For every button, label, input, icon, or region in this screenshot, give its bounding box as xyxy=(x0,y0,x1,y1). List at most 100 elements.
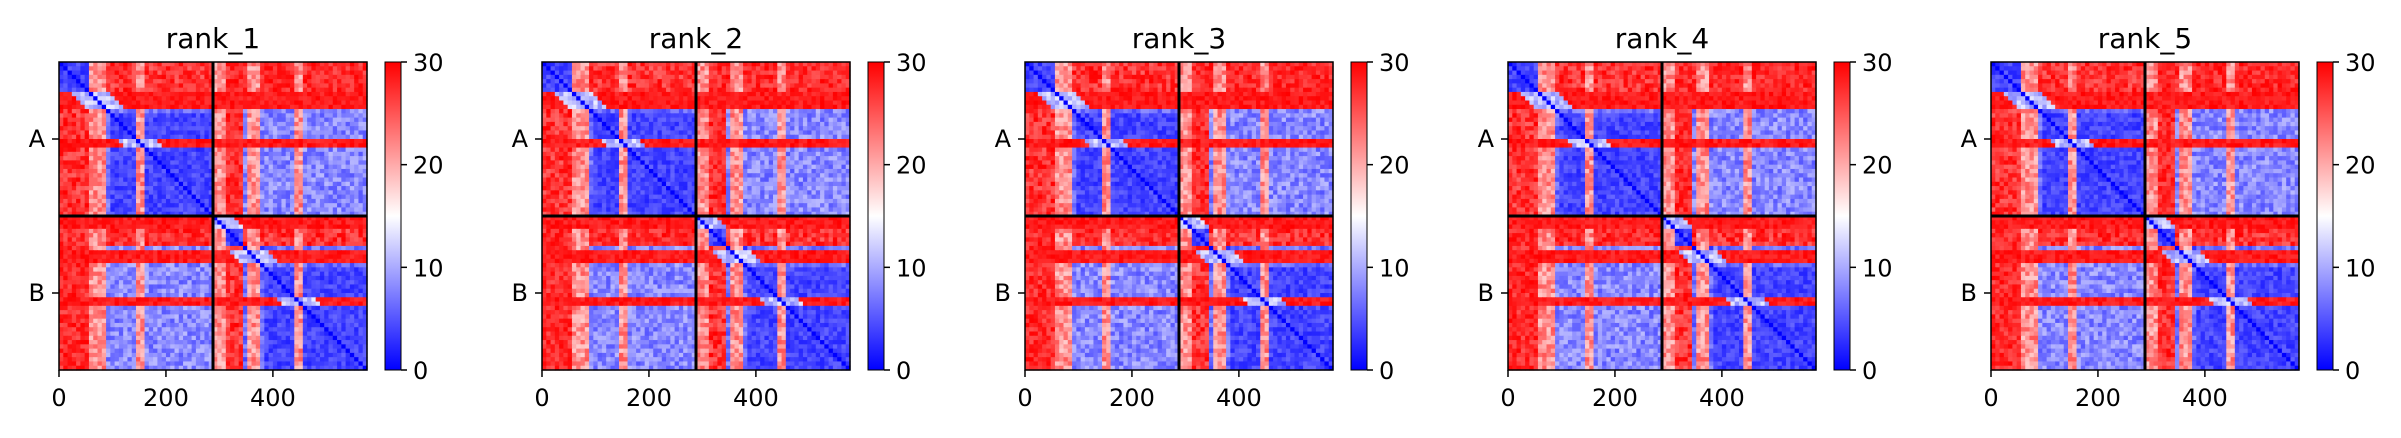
heatmap-cell xyxy=(127,250,132,255)
heatmap-cell xyxy=(329,259,334,264)
heatmap-cell xyxy=(192,143,197,148)
heatmap-cell xyxy=(346,88,351,93)
heatmap-cell xyxy=(98,280,103,285)
heatmap-cell xyxy=(162,340,167,345)
heatmap-cell xyxy=(294,195,299,200)
heatmap-cell xyxy=(123,118,128,123)
heatmap-cell xyxy=(243,88,248,93)
heatmap-cell xyxy=(183,156,188,161)
heatmap-cell xyxy=(110,207,115,212)
heatmap-cell xyxy=(311,246,316,251)
heatmap-cell xyxy=(102,272,107,277)
heatmap-cell xyxy=(162,156,167,161)
heatmap-cell xyxy=(243,165,248,170)
heatmap-cell xyxy=(166,327,171,332)
heatmap-cell xyxy=(98,242,103,247)
heatmap-cell xyxy=(89,314,94,319)
heatmap-cell xyxy=(260,105,265,110)
heatmap-cell xyxy=(149,118,154,123)
heatmap-cell xyxy=(68,165,73,170)
heatmap-cell xyxy=(145,263,150,268)
heatmap-cell xyxy=(252,323,257,328)
heatmap-cell xyxy=(256,83,261,88)
heatmap-cell xyxy=(119,160,124,165)
heatmap-cell xyxy=(247,96,252,101)
heatmap-cell xyxy=(324,353,329,358)
heatmap-cell xyxy=(226,156,231,161)
heatmap-cell xyxy=(286,255,291,260)
heatmap-cell xyxy=(217,190,222,195)
heatmap-cell xyxy=(329,332,334,337)
heatmap-cell xyxy=(166,207,171,212)
heatmap-cell xyxy=(145,229,150,234)
heatmap-cell xyxy=(162,353,167,358)
heatmap-cell xyxy=(170,293,175,298)
heatmap-cell xyxy=(239,207,244,212)
heatmap-cell xyxy=(299,152,304,157)
heatmap-cell xyxy=(72,310,77,315)
heatmap-cell xyxy=(354,173,359,178)
heatmap-cell xyxy=(89,118,94,123)
heatmap-cell xyxy=(303,289,308,294)
heatmap-cell xyxy=(85,203,90,208)
heatmap-cell xyxy=(329,122,334,127)
heatmap-cell xyxy=(192,250,197,255)
heatmap-cell xyxy=(294,182,299,187)
heatmap-cell xyxy=(63,160,68,165)
heatmap-cell xyxy=(299,195,304,200)
heatmap-cell xyxy=(264,242,269,247)
heatmap-cell xyxy=(106,327,111,332)
heatmap-cell xyxy=(123,122,128,127)
heatmap-cell xyxy=(230,165,235,170)
heatmap-cell xyxy=(145,297,150,302)
heatmap-cell xyxy=(187,302,192,307)
heatmap-cell xyxy=(76,220,81,225)
heatmap-cell xyxy=(204,250,209,255)
heatmap-cell xyxy=(179,156,184,161)
heatmap-cell xyxy=(102,267,107,272)
heatmap-cell xyxy=(311,122,316,127)
heatmap-cell xyxy=(196,75,201,80)
heatmap-cell xyxy=(234,71,239,76)
heatmap-cell xyxy=(204,101,209,106)
heatmap-cell xyxy=(98,152,103,157)
heatmap-cell xyxy=(260,199,265,204)
heatmap-cell xyxy=(76,105,81,110)
heatmap-cell xyxy=(153,83,158,88)
heatmap-cell xyxy=(80,152,85,157)
heatmap-cell xyxy=(290,246,295,251)
heatmap-cell xyxy=(98,207,103,212)
heatmap-cell xyxy=(329,250,334,255)
heatmap-cell xyxy=(106,109,111,114)
heatmap-cell xyxy=(281,306,286,311)
heatmap-cell xyxy=(76,259,81,264)
heatmap-cell xyxy=(239,246,244,251)
heatmap-cell xyxy=(239,319,244,324)
heatmap-cell xyxy=(200,199,205,204)
heatmap-cell xyxy=(256,289,261,294)
heatmap-cell xyxy=(110,195,115,200)
heatmap-cell xyxy=(239,160,244,165)
heatmap-cell xyxy=(350,195,355,200)
heatmap-cell xyxy=(286,284,291,289)
heatmap-cell xyxy=(239,190,244,195)
heatmap-cell xyxy=(132,353,137,358)
heatmap-cell xyxy=(286,71,291,76)
heatmap-cell xyxy=(162,336,167,341)
heatmap-cell xyxy=(187,263,192,268)
heatmap-cell xyxy=(85,135,90,140)
heatmap-cell xyxy=(222,83,227,88)
heatmap-cell xyxy=(89,259,94,264)
heatmap-cell xyxy=(179,332,184,337)
heatmap-cell xyxy=(85,246,90,251)
heatmap-cell xyxy=(269,182,274,187)
heatmap-cell xyxy=(316,323,321,328)
heatmap-cell xyxy=(119,237,124,242)
heatmap-cell xyxy=(247,353,252,358)
heatmap-cell xyxy=(204,105,209,110)
heatmap-cell xyxy=(115,88,120,93)
heatmap-cell xyxy=(277,233,282,238)
heatmap-cell xyxy=(350,255,355,260)
heatmap-cell xyxy=(140,135,145,140)
heatmap-cell xyxy=(350,92,355,97)
